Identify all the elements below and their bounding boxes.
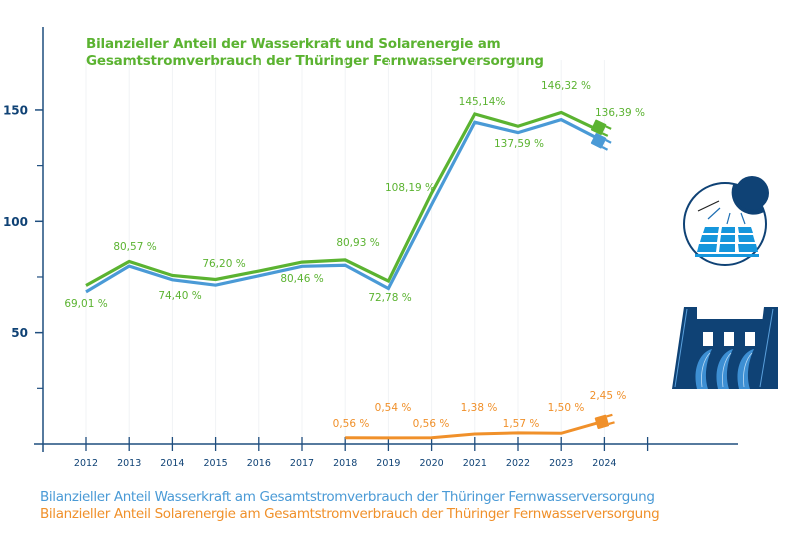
y-tick-label: 150 xyxy=(3,103,28,117)
data-label: 136,39 % xyxy=(595,107,645,119)
x-tick-label: 2012 xyxy=(74,458,98,469)
x-tick-label: 2017 xyxy=(290,458,314,469)
data-label: 0,56 % xyxy=(413,418,450,430)
data-label: 137,59 % xyxy=(494,138,544,150)
data-label: 2,45 % xyxy=(590,390,627,402)
data-label: 80,46 % xyxy=(280,273,323,285)
data-label: 1,57 % xyxy=(503,418,540,430)
y-tick-label: 100 xyxy=(3,215,28,229)
series-line-solar xyxy=(345,421,599,440)
data-label: 80,57 % xyxy=(113,241,156,253)
plug-prong xyxy=(608,421,615,426)
data-label: 146,32 % xyxy=(541,80,591,92)
plug-prong xyxy=(601,132,609,137)
series-lines xyxy=(85,110,615,440)
x-tick-label: 2014 xyxy=(160,458,184,469)
data-label: 0,54 % xyxy=(375,402,412,414)
solar-panel-icon xyxy=(683,176,769,266)
x-tick-label: 2018 xyxy=(333,458,357,469)
x-tick-label: 2023 xyxy=(549,458,573,469)
y-tick-label: 50 xyxy=(11,326,28,340)
chart-title-line-1: Bilanzieller Anteil der Wasserkraft und … xyxy=(86,36,501,52)
data-label: 72,78 % xyxy=(368,292,411,304)
legend-item-hydropower: Bilanzieller Anteil Wasserkraft am Gesam… xyxy=(40,489,655,505)
plug-body xyxy=(594,414,610,430)
plug-prong xyxy=(605,125,612,130)
plug-icon xyxy=(590,119,612,137)
data-label: 145,14% xyxy=(459,96,506,108)
plug-icon xyxy=(590,133,612,151)
x-tick-label: 2022 xyxy=(506,458,530,469)
x-tick-label: 2019 xyxy=(376,458,400,469)
plug-body xyxy=(590,133,607,149)
data-label: 108,19 % xyxy=(385,182,435,194)
x-tick-label: 2016 xyxy=(247,458,271,469)
chart-title-line-2: Gesamtstromverbrauch der Thüringer Fernw… xyxy=(86,53,544,69)
plug-prong xyxy=(605,139,612,144)
decoration-icons xyxy=(672,176,778,389)
legend-item-solar: Bilanzieller Anteil Solarenergie am Gesa… xyxy=(40,506,660,522)
data-label: 1,38 % xyxy=(461,402,498,414)
data-label: 74,40 % xyxy=(158,290,201,302)
plug-prong xyxy=(601,146,609,151)
series-line-hydropower xyxy=(85,117,598,294)
x-tick-label: 2021 xyxy=(463,458,487,469)
plug-prong xyxy=(606,413,613,418)
data-label: 80,93 % xyxy=(336,237,379,249)
data-label: 0,56 % xyxy=(333,418,370,430)
x-tick-label: 2024 xyxy=(592,458,616,469)
series-line-total xyxy=(85,110,598,287)
plug-body xyxy=(590,119,607,135)
x-tick-label: 2015 xyxy=(204,458,228,469)
data-label: 76,20 % xyxy=(202,258,245,270)
x-tick-label: 2020 xyxy=(420,458,444,469)
x-tick-label: 2013 xyxy=(117,458,141,469)
data-label: 69,01 % xyxy=(64,298,107,310)
plug-icon xyxy=(594,413,615,430)
data-labels: 69,01 % 80,57 % 74,40 % 76,20 % 80,46 % 80,93… xyxy=(64,80,645,430)
hydro-dam-icon xyxy=(672,307,778,389)
data-label: 1,50 % xyxy=(548,402,585,414)
